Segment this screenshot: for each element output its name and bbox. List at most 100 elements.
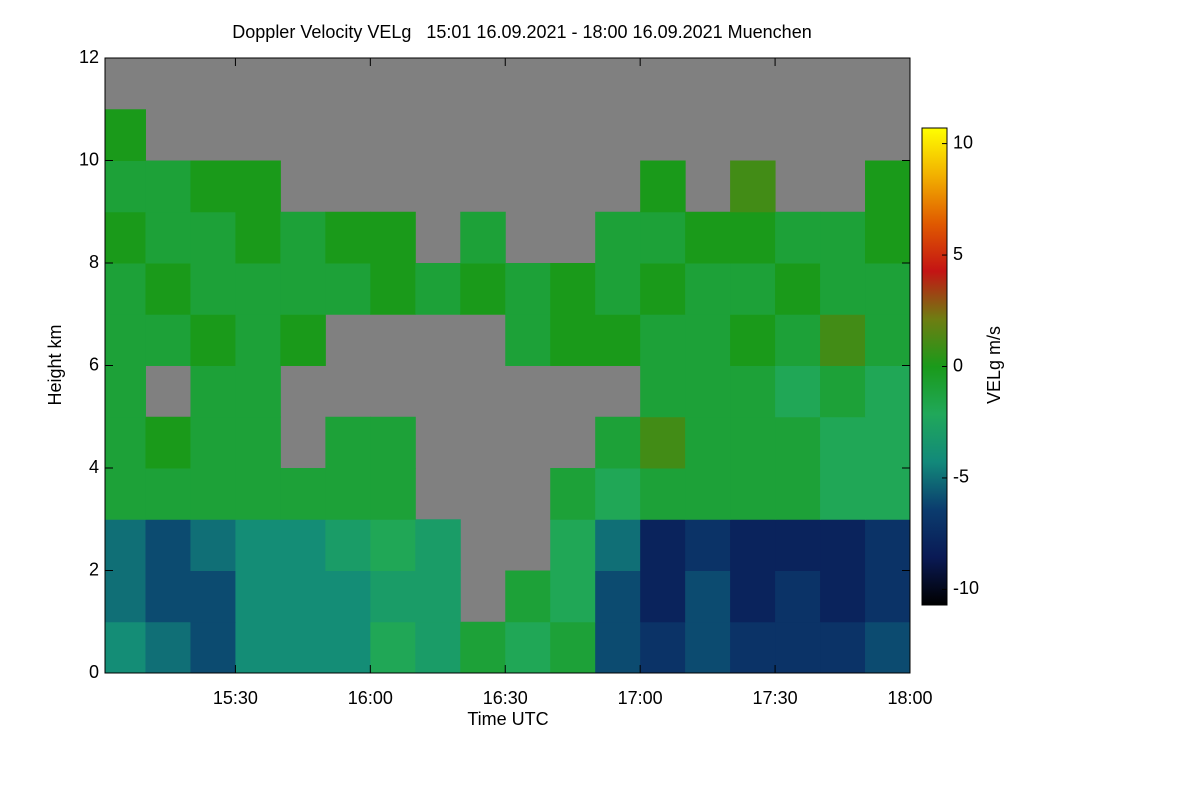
- x-tick-label: 16:00: [348, 688, 393, 708]
- heat-cell: [190, 365, 236, 418]
- heat-cell: [235, 263, 281, 315]
- heat-cell: [820, 519, 866, 571]
- heat-cell: [105, 365, 146, 418]
- heat-cell: [550, 314, 596, 366]
- x-tick-label: 18:00: [887, 688, 932, 708]
- y-tick-label: 2: [89, 559, 99, 579]
- x-tick-label: 17:00: [618, 688, 663, 708]
- heat-cell: [145, 211, 191, 264]
- heat-cell: [190, 314, 236, 366]
- heat-cell: [730, 160, 776, 213]
- heat-cell: [325, 468, 371, 520]
- heat-cell: [640, 314, 686, 366]
- heat-cell: [280, 211, 326, 264]
- heat-cell: [685, 570, 731, 623]
- colorbar-tick-label: 10: [953, 132, 973, 152]
- heat-cell: [505, 621, 551, 674]
- y-tick-label: 6: [89, 354, 99, 374]
- heat-cell: [550, 570, 596, 623]
- x-tick-label: 15:30: [213, 688, 258, 708]
- heat-cell: [865, 468, 911, 520]
- heat-cell: [145, 263, 191, 315]
- heat-cell: [190, 621, 236, 674]
- heat-cell: [865, 160, 911, 213]
- heat-cell: [685, 468, 731, 520]
- heat-cell: [640, 519, 686, 571]
- heat-cell: [640, 468, 686, 520]
- heat-cell: [280, 468, 326, 520]
- heat-cell: [730, 314, 776, 366]
- heat-cell: [685, 263, 731, 315]
- x-tick-label: 17:30: [753, 688, 798, 708]
- heat-cell: [775, 570, 821, 623]
- heat-cell: [370, 468, 416, 520]
- heat-cell: [550, 468, 596, 520]
- heat-cell: [685, 621, 731, 674]
- heat-cell: [595, 416, 641, 469]
- heat-cell: [325, 621, 371, 674]
- heat-cell: [730, 416, 776, 469]
- heat-cell: [145, 468, 191, 520]
- heat-cell: [190, 263, 236, 315]
- heat-cell: [235, 416, 281, 469]
- heat-cell: [820, 416, 866, 469]
- heat-cell: [640, 211, 686, 264]
- heat-cell: [280, 314, 326, 366]
- heat-cell: [865, 211, 911, 264]
- heat-cell: [730, 468, 776, 520]
- heat-cell: [775, 211, 821, 264]
- heat-cell: [865, 263, 911, 315]
- heat-cell: [460, 263, 506, 315]
- y-tick-label: 12: [79, 47, 99, 67]
- heat-cell: [280, 263, 326, 315]
- y-tick-label: 4: [89, 457, 99, 477]
- colorbar-tick-label: 0: [953, 355, 963, 375]
- colorbar-tick-label: 5: [953, 244, 963, 264]
- heat-cell: [280, 621, 326, 674]
- heat-cell: [370, 519, 416, 571]
- heat-cell: [370, 211, 416, 264]
- heat-cell: [730, 519, 776, 571]
- x-axis-label: Time UTC: [467, 709, 548, 729]
- heat-cell: [865, 570, 911, 623]
- heat-cell: [325, 263, 371, 315]
- heat-cell: [415, 621, 461, 674]
- heat-cell: [775, 365, 821, 418]
- colorbar-tick-label: -5: [953, 467, 969, 487]
- heat-cell: [105, 519, 146, 571]
- heat-cell: [235, 519, 281, 571]
- heat-cell: [460, 211, 506, 264]
- heat-cell: [145, 621, 191, 674]
- chart-title: Doppler Velocity VELg 15:01 16.09.2021 -…: [232, 22, 811, 42]
- heat-cell: [145, 314, 191, 366]
- heat-cell: [775, 468, 821, 520]
- heat-cell: [865, 314, 911, 366]
- heat-cell: [105, 468, 146, 520]
- heat-cell: [105, 621, 146, 674]
- heat-cell: [730, 621, 776, 674]
- heat-cell: [325, 211, 371, 264]
- heat-cell: [865, 519, 911, 571]
- heat-cell: [370, 621, 416, 674]
- heat-cell: [145, 416, 191, 469]
- heat-cell: [505, 263, 551, 315]
- heat-cell: [550, 621, 596, 674]
- heat-cell: [640, 160, 686, 213]
- heat-cell: [190, 416, 236, 469]
- y-tick-label: 0: [89, 662, 99, 682]
- heat-cell: [190, 570, 236, 623]
- heat-cell: [235, 621, 281, 674]
- colorbar-tick-label: -10: [953, 578, 979, 598]
- heat-cell: [775, 519, 821, 571]
- heat-cell: [415, 519, 461, 571]
- heat-cell: [820, 365, 866, 418]
- heat-cell: [595, 570, 641, 623]
- colorbar-label: VELg m/s: [984, 326, 1004, 404]
- heat-cell: [640, 263, 686, 315]
- heat-cell: [235, 160, 281, 213]
- heat-cell: [370, 570, 416, 623]
- heat-cell: [145, 570, 191, 623]
- heat-cell: [685, 211, 731, 264]
- heat-cell: [820, 263, 866, 315]
- heat-cell: [595, 468, 641, 520]
